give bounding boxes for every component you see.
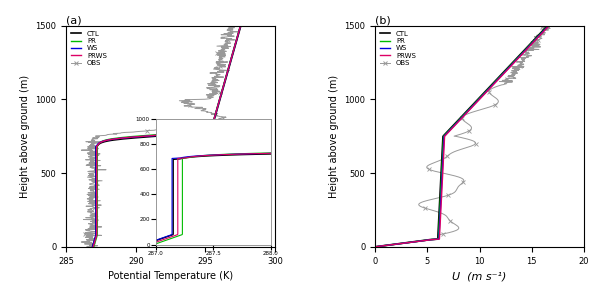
X-axis label: U  (m s⁻¹): U (m s⁻¹) (452, 271, 507, 281)
Text: (b): (b) (375, 15, 391, 25)
Y-axis label: Height above ground (m): Height above ground (m) (20, 75, 30, 198)
X-axis label: Potential Temperature (K): Potential Temperature (K) (108, 271, 233, 281)
Legend: CTL, PR, WS, PRWS, OBS: CTL, PR, WS, PRWS, OBS (70, 29, 108, 68)
Y-axis label: Height above ground (m): Height above ground (m) (329, 75, 339, 198)
Legend: CTL, PR, WS, PRWS, OBS: CTL, PR, WS, PRWS, OBS (379, 29, 417, 68)
Text: (a): (a) (66, 15, 82, 25)
